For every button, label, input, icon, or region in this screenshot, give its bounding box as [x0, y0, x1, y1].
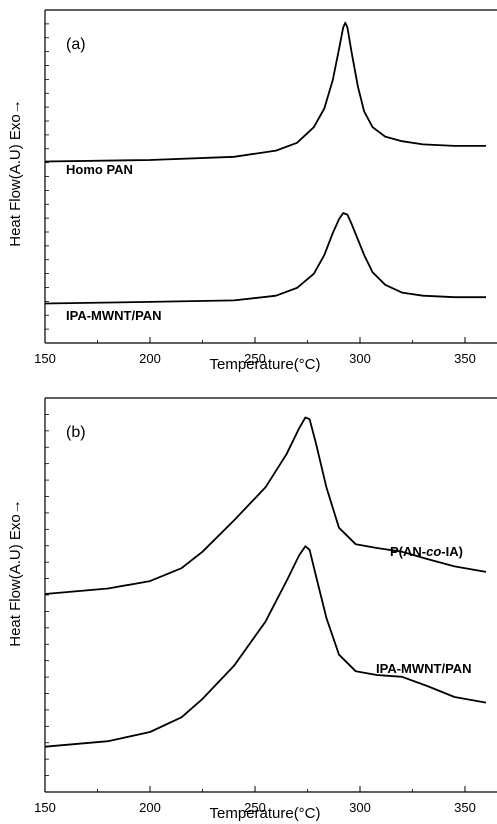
x-tick-label-b: 300: [349, 800, 371, 815]
series-label-homo-pan: Homo PAN: [66, 162, 133, 177]
series-line-b-2: [44, 545, 487, 748]
panel-label-b: (b): [66, 424, 86, 441]
x-tick-label-b: 150: [34, 800, 56, 815]
x-axis-title-b: Temperature(°C): [209, 805, 320, 822]
series-line-a-1: [44, 21, 486, 163]
x-axis-title-a: Temperature(°C): [209, 356, 320, 373]
x-tick-label-b: 250: [244, 800, 266, 815]
y-axis-title-a: Heat Flow(A.U) Exo→: [7, 99, 24, 247]
x-tick-label-b: 350: [454, 800, 476, 815]
x-tick-label-a: 250: [244, 351, 266, 366]
series-line-b-1: [44, 416, 487, 595]
panel-b: Heat Flow(A.U) Exo→ (b) Temperature(°C) …: [7, 397, 497, 822]
x-tick-label-a: 150: [34, 351, 56, 366]
x-tick-label-a: 300: [349, 351, 371, 366]
series-label-p-an-co-ia-end: -IA): [441, 544, 463, 559]
series-label-p-an-co-ia: P(AN-co-IA): [390, 544, 463, 559]
x-tick-label-a: 200: [139, 351, 161, 366]
panel-a: Heat Flow(A.U) Exo→ (a) Temperature(°C) …: [7, 9, 497, 373]
series-label-ipa-mwnt-pan-a: IPA-MWNT/PAN: [66, 308, 162, 323]
series-label-p-an-co-ia-part: P(AN-: [390, 544, 426, 559]
y-axis-title-b: Heat Flow(A.U) Exo→: [7, 499, 24, 647]
x-tick-label-a: 350: [454, 351, 476, 366]
series-label-ipa-mwnt-pan-b: IPA-MWNT/PAN: [376, 661, 472, 676]
series-label-p-an-co-ia-co: co: [426, 544, 441, 559]
panel-label-a: (a): [66, 36, 86, 53]
x-tick-label-b: 200: [139, 800, 161, 815]
series-line-a-2: [44, 212, 486, 305]
